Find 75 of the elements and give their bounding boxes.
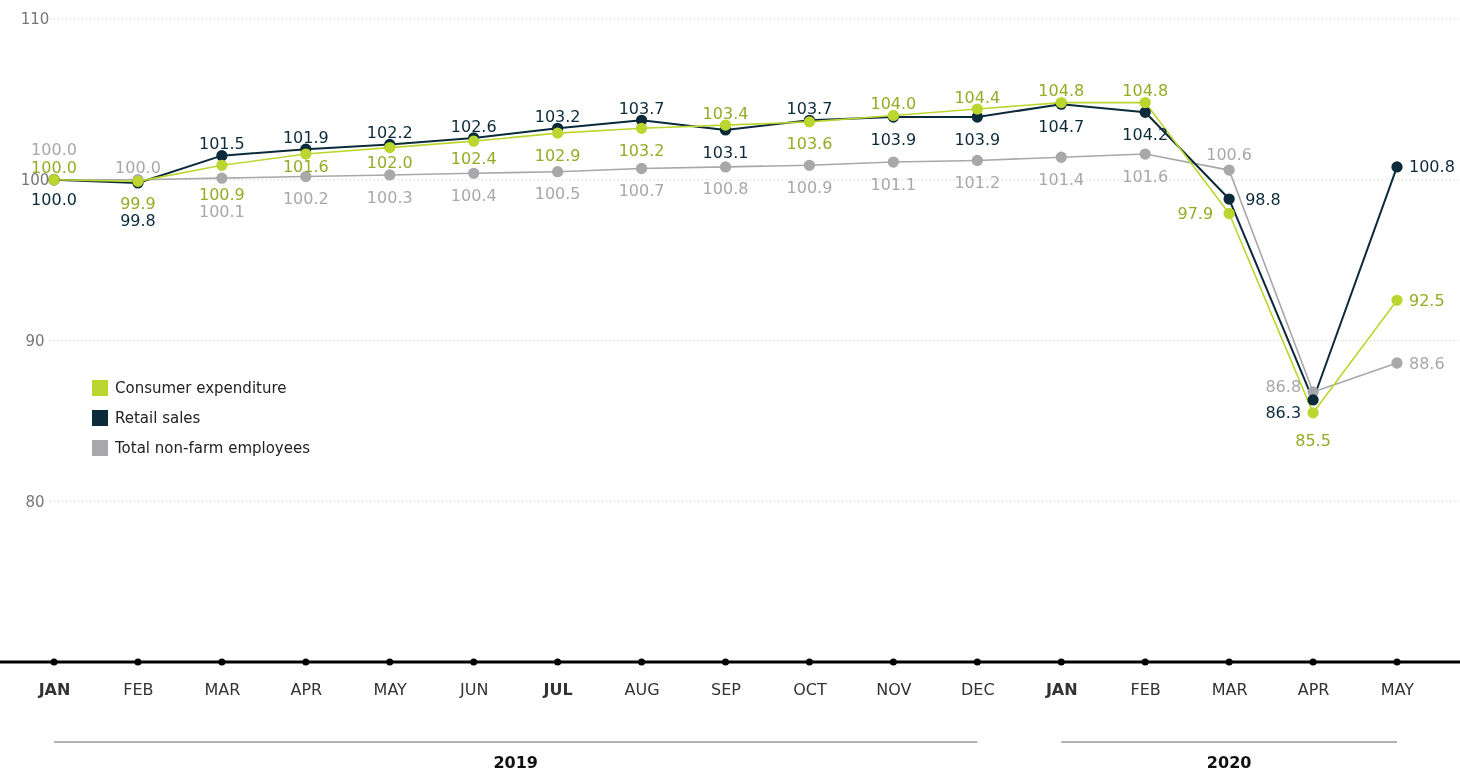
data-label: 100.0 — [31, 190, 77, 210]
data-label: 100.3 — [366, 187, 413, 207]
y-tick-label: 80 — [25, 492, 45, 511]
data-label: 86.8 — [1265, 376, 1302, 396]
legend-label: Consumer expenditure — [115, 379, 287, 398]
x-tick-label: MAY — [373, 680, 408, 700]
data-label: 103.7 — [618, 98, 665, 118]
data-label: 102.9 — [534, 145, 581, 165]
x-tick-label: JUN — [458, 680, 489, 700]
data-label: 103.9 — [954, 129, 1001, 149]
data-label: 98.8 — [1245, 189, 1281, 209]
x-tick-label: SEP — [711, 680, 742, 700]
x-tick-label: JAN — [1044, 680, 1078, 700]
data-label: 88.6 — [1409, 353, 1445, 373]
data-label: 102.2 — [366, 122, 413, 142]
data-label: 101.9 — [282, 127, 329, 147]
x-tick-label: MAR — [1211, 680, 1248, 700]
x-tick-label: FEB — [123, 680, 154, 700]
data-label: 99.8 — [120, 210, 156, 230]
data-label: 103.7 — [786, 98, 833, 118]
data-label: 104.7 — [1038, 116, 1085, 136]
data-label: 104.2 — [1122, 124, 1169, 144]
x-tick-label: MAY — [1380, 680, 1415, 700]
data-label: 99.9 — [120, 193, 156, 213]
data-label: 103.2 — [534, 106, 581, 126]
x-tick-label: DEC — [961, 680, 995, 700]
data-label: 101.1 — [870, 174, 917, 194]
data-label: 102.4 — [450, 148, 497, 168]
x-tick-label: APR — [290, 680, 323, 700]
data-label: 103.2 — [618, 140, 665, 160]
x-tick-label: AUG — [624, 680, 660, 700]
legend-label: Total non-farm employees — [114, 439, 311, 458]
data-label: 100.9 — [198, 184, 245, 204]
data-label: 100.6 — [1206, 144, 1253, 164]
x-tick-label: OCT — [793, 680, 827, 700]
data-label: 100.8 — [1409, 157, 1455, 177]
legend-label: Retail sales — [115, 409, 201, 428]
data-label: 102.6 — [450, 116, 497, 136]
data-label: 97.9 — [1177, 204, 1214, 224]
data-label: 104.4 — [954, 87, 1001, 107]
data-label: 104.0 — [870, 94, 917, 114]
data-label: 101.5 — [198, 134, 245, 154]
y-tick-label: 90 — [25, 331, 45, 350]
data-label: 102.0 — [366, 152, 413, 172]
x-tick-label: FEB — [1130, 680, 1161, 700]
data-label: 103.4 — [702, 103, 749, 123]
data-label: 103.9 — [870, 129, 917, 149]
x-tick-label: NOV — [876, 680, 912, 700]
data-label: 85.5 — [1295, 431, 1331, 451]
data-label: 101.6 — [1122, 166, 1169, 186]
data-label: 100.0 — [115, 158, 161, 178]
data-label: 100.5 — [534, 184, 581, 204]
y-tick-label: 110 — [20, 10, 50, 29]
data-label: 100.9 — [786, 177, 833, 197]
data-label: 103.1 — [702, 142, 749, 162]
data-label: 100.1 — [198, 201, 245, 221]
data-label: 100.7 — [618, 181, 665, 201]
data-label: 104.8 — [1122, 81, 1169, 101]
data-label: 101.6 — [282, 156, 329, 176]
data-label: 101.2 — [954, 173, 1001, 193]
x-tick-label: JUL — [542, 680, 573, 700]
text: 2019 — [493, 753, 538, 772]
data-label: 101.4 — [1038, 169, 1085, 189]
data-label: 100.0 — [31, 140, 77, 160]
data-label: 103.6 — [786, 134, 833, 154]
text: 2020 — [1206, 753, 1252, 772]
data-label: 104.8 — [1038, 81, 1085, 101]
x-tick-label: MAR — [204, 680, 241, 700]
data-label: 100.8 — [702, 179, 749, 199]
x-tick-label: JAN — [37, 680, 71, 700]
x-tick-label: APR — [1297, 680, 1330, 700]
data-label: 92.5 — [1409, 290, 1445, 310]
data-label: 86.3 — [1265, 402, 1302, 422]
data-label: 100.2 — [282, 189, 329, 209]
data-label: 100.4 — [450, 185, 497, 205]
